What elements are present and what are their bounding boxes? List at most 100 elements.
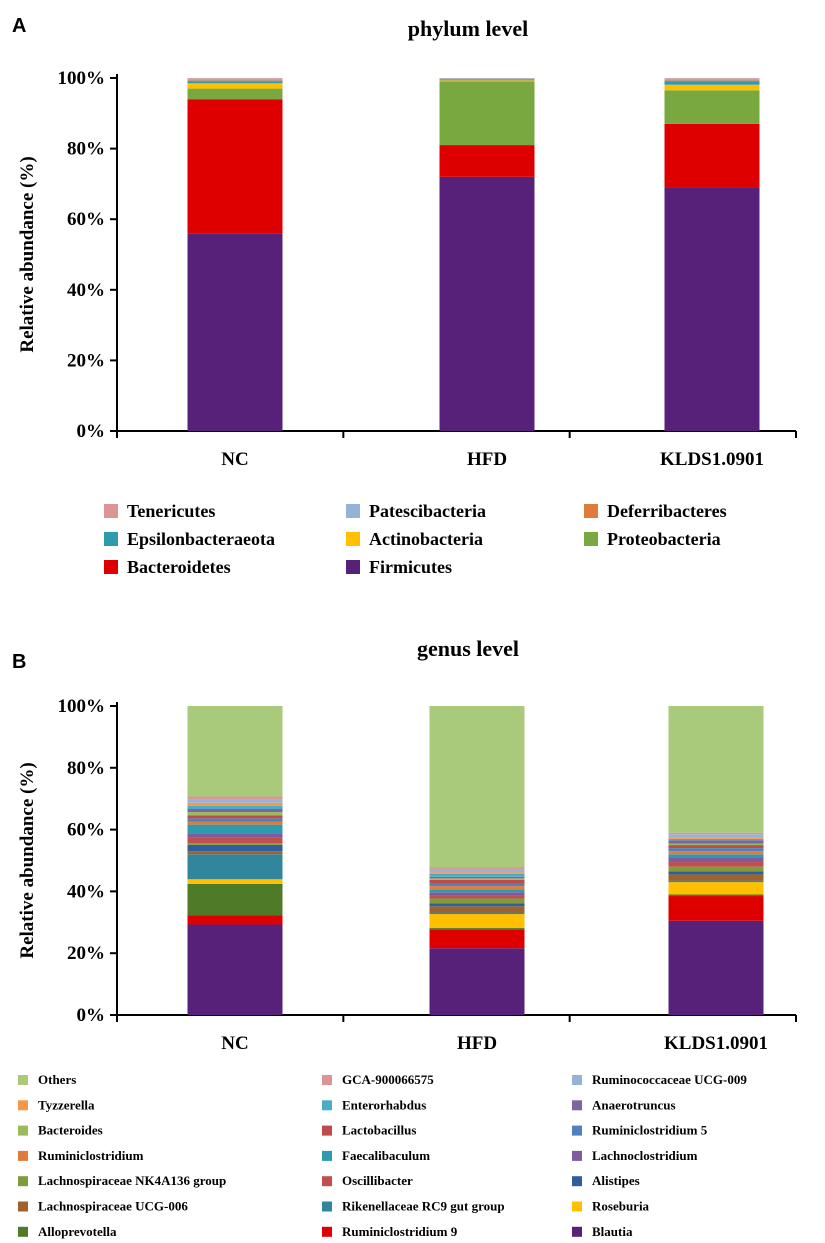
y-tick-label: 80% <box>67 758 105 779</box>
y-tick-label: 0% <box>77 421 106 442</box>
legend-label: Tenericutes <box>127 501 215 521</box>
y-tick-label: 100% <box>58 696 106 717</box>
bar-segment <box>668 854 764 858</box>
bar-segment <box>429 898 525 904</box>
bar-segment <box>668 882 764 895</box>
legend-label: Bacteroides <box>38 1123 103 1138</box>
chart-genus-level: B genus level Relative abundance (%) 0% 20%… <box>12 636 797 1239</box>
bar-segment <box>187 83 283 89</box>
bar-segment <box>187 824 283 834</box>
legend-label: Roseburia <box>592 1199 650 1214</box>
bar-segment <box>187 818 283 822</box>
legend-swatch <box>322 1075 332 1085</box>
bar-segment <box>668 851 764 855</box>
legend-label: Actinobacteria <box>369 529 483 549</box>
bar-segment <box>429 903 525 907</box>
bar-segment <box>429 869 525 873</box>
y-tick-label: 60% <box>67 209 105 230</box>
legend-label: Proteobacteria <box>607 529 721 549</box>
legend-label: Lactobacillus <box>342 1123 416 1138</box>
y-tick-label: 60% <box>67 820 105 841</box>
legend-swatch <box>572 1125 582 1136</box>
bar-segment <box>429 895 525 899</box>
bar-segment <box>439 79 535 81</box>
bar-segment <box>187 915 283 925</box>
panel-label: A <box>12 15 26 37</box>
legend-label: Oscillibacter <box>342 1173 413 1188</box>
legend-swatch <box>572 1100 582 1111</box>
bar-segment <box>429 892 525 896</box>
chart-phylum-level: A phylum level Relative abundance (%) 0% 20… <box>12 15 797 577</box>
bar-segment <box>187 99 283 234</box>
bar-segment <box>429 912 525 915</box>
legend-swatch <box>18 1226 28 1237</box>
bar-segment <box>664 78 760 79</box>
bar-segment <box>668 837 764 839</box>
legend-label: Rikenellaceae RC9 gut group <box>342 1199 505 1214</box>
bar-segment <box>429 879 525 884</box>
bar-segment <box>429 928 525 930</box>
bar-segment <box>187 833 283 838</box>
bar-segment <box>668 840 764 844</box>
y-tick-label: 0% <box>77 1005 106 1026</box>
legend-swatch <box>322 1125 332 1136</box>
legend-swatch <box>572 1226 582 1237</box>
bar-segment <box>668 832 764 835</box>
bar-segment <box>668 857 764 863</box>
bar-segment <box>429 867 525 870</box>
legend-swatch <box>322 1100 332 1111</box>
bar-segment <box>668 896 764 921</box>
bar-segment <box>668 838 764 841</box>
legend-label: Bacteroidetes <box>127 557 231 577</box>
bar-segment <box>439 145 535 177</box>
bar-segment <box>187 802 283 806</box>
legend-label: GCA-900066575 <box>342 1072 434 1087</box>
legend-swatch <box>18 1075 28 1085</box>
y-tick-label: 40% <box>67 881 105 902</box>
x-tick-label: HFD <box>457 1033 497 1054</box>
bar-segment <box>668 845 764 849</box>
bar-segment <box>187 851 283 855</box>
chart-title: genus level <box>417 636 519 661</box>
legend-swatch <box>104 504 118 518</box>
legend-label: Ruminococcaceae UCG-009 <box>592 1072 747 1087</box>
legend-label: Epsilonbacteraeota <box>127 529 275 549</box>
y-tick-label: 40% <box>67 280 105 301</box>
bar-segment <box>187 796 283 800</box>
panel-label: B <box>12 651 26 673</box>
legend-swatch <box>18 1201 28 1212</box>
legend-swatch <box>572 1201 582 1212</box>
bar-segment <box>187 924 283 1015</box>
bar-segment <box>429 886 525 890</box>
y-tick-label: 20% <box>67 350 105 371</box>
legend-swatch <box>572 1176 582 1187</box>
bar-segment <box>429 948 525 1015</box>
bar-segment <box>187 837 283 844</box>
legend-label: Alloprevotella <box>38 1224 117 1239</box>
bar-segment <box>668 894 764 897</box>
bar-segment <box>668 834 764 838</box>
bar-segment <box>439 80 535 82</box>
legend-label: Faecalibaculum <box>342 1148 430 1163</box>
legend-swatch <box>322 1150 332 1161</box>
bar-segment <box>664 78 760 81</box>
bar-segment <box>187 81 283 84</box>
legend-swatch <box>584 504 598 518</box>
bar-segment <box>668 874 764 881</box>
bar-segment <box>668 866 764 872</box>
x-tick-label: NC <box>221 1033 248 1054</box>
bar-segment <box>668 871 764 875</box>
legend-label: Patescibacteria <box>369 501 486 521</box>
bar-segment <box>187 879 283 884</box>
legend-swatch <box>18 1176 28 1187</box>
bar-segment <box>664 84 760 91</box>
bar-segment <box>664 90 760 124</box>
bar-segment <box>668 843 764 846</box>
legend-label: Firmicutes <box>369 557 452 577</box>
bar-segment <box>668 880 764 883</box>
legend-label: Others <box>38 1072 76 1087</box>
bar-segment <box>429 883 525 887</box>
x-tick-label: KLDS1.0901 <box>664 1033 768 1054</box>
legend-swatch <box>104 532 118 546</box>
bar-segment <box>187 854 283 880</box>
